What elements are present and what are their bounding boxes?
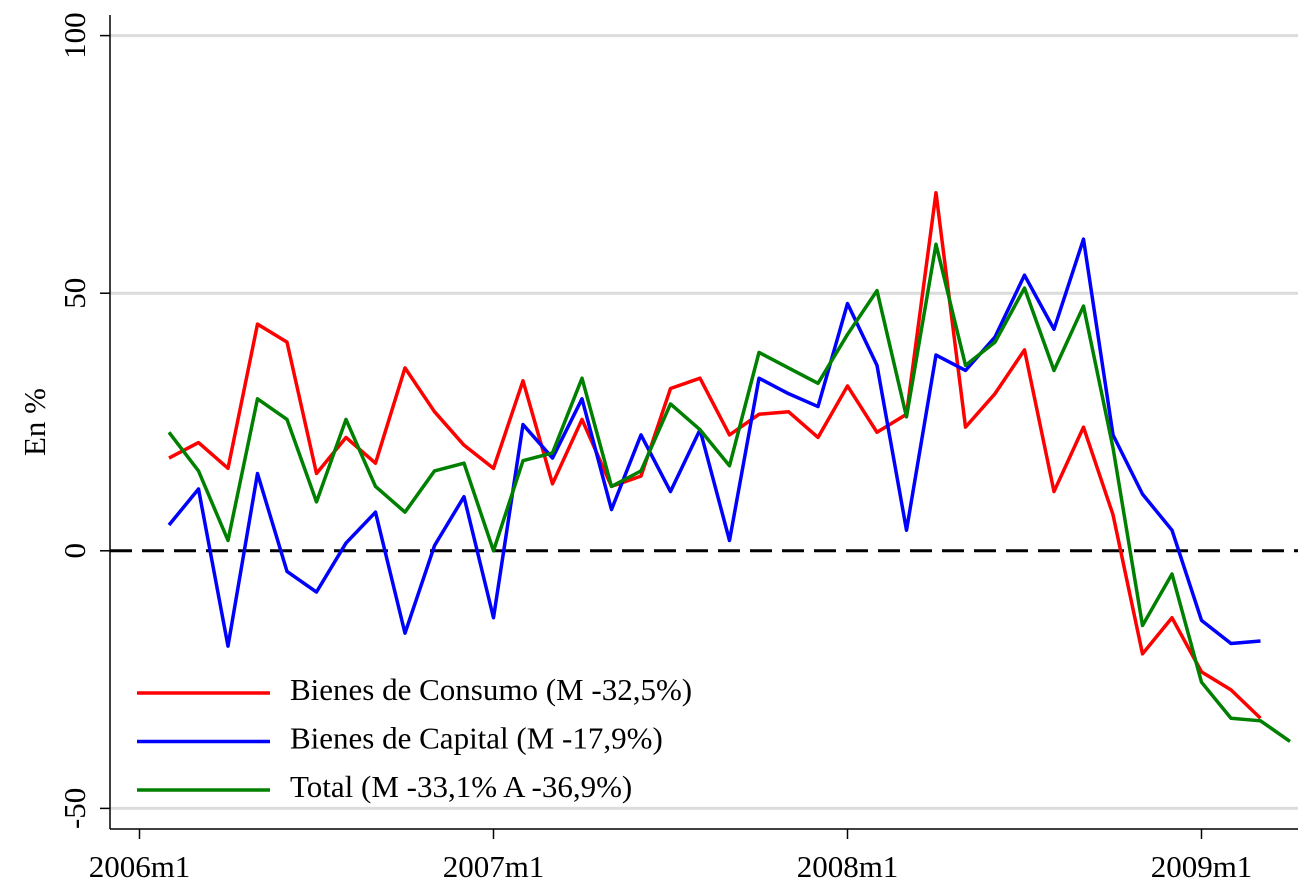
x-tick-label: 2006m1 bbox=[89, 849, 191, 884]
x-tick-label: 2009m1 bbox=[1151, 849, 1253, 884]
x-tick-label: 2007m1 bbox=[443, 849, 545, 884]
series-line bbox=[167, 242, 1292, 743]
y-tick-label: 50 bbox=[57, 278, 92, 309]
y-tick-label: -50 bbox=[57, 788, 92, 829]
x-tick-label: 2008m1 bbox=[797, 849, 899, 884]
y-axis-label: En % bbox=[17, 388, 52, 456]
y-tick-label: 100 bbox=[57, 12, 92, 59]
series-line bbox=[167, 237, 1261, 648]
legend-label: Total (M -33,1% A -36,9%) bbox=[290, 769, 632, 804]
legend-label: Bienes de Capital (M -17,9%) bbox=[290, 721, 663, 756]
legend-label: Bienes de Consumo (M -32,5%) bbox=[290, 672, 692, 707]
y-tick-label: 0 bbox=[57, 543, 92, 559]
series-line bbox=[168, 190, 1262, 720]
